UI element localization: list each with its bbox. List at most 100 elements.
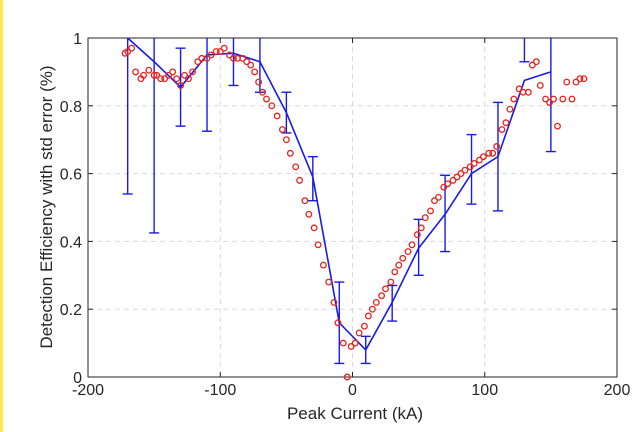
data-point bbox=[230, 54, 237, 62]
x-axis-label: Peak Current (kA) bbox=[287, 404, 423, 423]
data-points bbox=[121, 44, 588, 381]
data-point bbox=[145, 66, 153, 74]
y-tick-label: 1 bbox=[73, 31, 82, 48]
data-point bbox=[263, 95, 270, 103]
data-point bbox=[449, 176, 457, 184]
data-point bbox=[489, 149, 497, 157]
data-point bbox=[546, 98, 554, 106]
data-point bbox=[325, 278, 333, 286]
x-tick-label: 100 bbox=[471, 382, 498, 399]
data-point bbox=[259, 88, 267, 96]
data-point bbox=[382, 285, 390, 293]
data-point bbox=[408, 241, 416, 249]
data-point bbox=[247, 61, 255, 69]
data-point bbox=[347, 343, 355, 350]
data-point bbox=[185, 75, 192, 83]
data-point bbox=[435, 193, 442, 201]
data-point bbox=[466, 163, 474, 171]
data-point bbox=[510, 95, 518, 103]
data-point bbox=[479, 153, 487, 161]
data-point bbox=[132, 68, 140, 76]
data-point bbox=[532, 58, 540, 66]
mean-line bbox=[127, 37, 552, 352]
data-point bbox=[399, 254, 407, 262]
data-point bbox=[506, 105, 514, 113]
data-point bbox=[440, 183, 448, 191]
data-point bbox=[493, 143, 501, 150]
data-point bbox=[559, 95, 567, 103]
data-point bbox=[395, 261, 403, 269]
data-point bbox=[330, 298, 338, 306]
data-point bbox=[485, 149, 493, 157]
data-point bbox=[576, 75, 584, 83]
data-point bbox=[292, 163, 300, 171]
y-axis: 0 0.2 0.4 0.6 0.8 1 bbox=[60, 31, 617, 387]
data-point bbox=[524, 88, 532, 96]
data-point bbox=[351, 339, 359, 347]
y-tick-label: 0.6 bbox=[60, 167, 82, 184]
data-point bbox=[173, 75, 181, 83]
data-point bbox=[268, 102, 276, 110]
data-point bbox=[319, 261, 327, 269]
x-axis: -200 -100 0 100 200 bbox=[72, 38, 630, 399]
x-tick-label: -200 bbox=[72, 382, 104, 399]
data-point bbox=[128, 44, 136, 52]
data-point bbox=[226, 51, 233, 59]
data-point bbox=[169, 68, 177, 76]
data-point bbox=[243, 58, 251, 66]
data-point bbox=[387, 278, 395, 286]
data-point bbox=[339, 339, 347, 347]
data-point bbox=[282, 136, 290, 144]
data-point bbox=[461, 166, 469, 174]
data-point bbox=[273, 112, 281, 120]
data-point bbox=[310, 224, 318, 232]
data-point bbox=[255, 78, 263, 86]
data-point bbox=[251, 68, 259, 76]
data-point bbox=[572, 78, 580, 86]
data-point bbox=[457, 170, 465, 178]
data-point bbox=[554, 122, 561, 130]
data-point bbox=[502, 119, 510, 127]
data-point bbox=[153, 71, 161, 79]
data-point bbox=[177, 82, 185, 89]
data-point bbox=[207, 51, 215, 59]
data-point bbox=[278, 126, 286, 133]
grid bbox=[88, 38, 617, 377]
x-tick-label: 200 bbox=[604, 382, 631, 399]
error-bars bbox=[122, 38, 556, 365]
y-axis-label: Detection Efficiency with std error (%) bbox=[37, 65, 56, 348]
side-rule bbox=[0, 0, 3, 432]
data-point bbox=[413, 231, 421, 239]
data-point bbox=[391, 268, 399, 276]
data-point bbox=[421, 214, 429, 222]
data-point bbox=[286, 149, 294, 157]
data-point bbox=[427, 207, 434, 215]
data-point bbox=[372, 298, 380, 306]
data-point bbox=[536, 82, 544, 89]
data-point bbox=[220, 44, 228, 52]
data-point bbox=[314, 241, 322, 249]
y-tick-label: 0.2 bbox=[60, 302, 82, 319]
data-point bbox=[124, 48, 132, 56]
data-point bbox=[301, 197, 309, 205]
data-point bbox=[140, 71, 147, 79]
data-point bbox=[417, 224, 425, 232]
data-point bbox=[343, 373, 351, 381]
data-point bbox=[542, 95, 550, 103]
data-point bbox=[181, 71, 188, 79]
data-point bbox=[404, 248, 412, 256]
data-point bbox=[528, 61, 536, 69]
data-point bbox=[150, 71, 158, 79]
data-point bbox=[189, 68, 196, 76]
data-point bbox=[360, 322, 368, 330]
data-point bbox=[203, 54, 211, 62]
y-tick-label: 0.4 bbox=[60, 234, 82, 251]
data-point bbox=[216, 48, 224, 56]
data-point bbox=[305, 210, 313, 218]
data-point bbox=[453, 173, 461, 181]
data-point bbox=[568, 95, 576, 103]
data-point bbox=[431, 197, 438, 205]
data-point bbox=[563, 78, 571, 86]
data-point bbox=[239, 54, 247, 62]
